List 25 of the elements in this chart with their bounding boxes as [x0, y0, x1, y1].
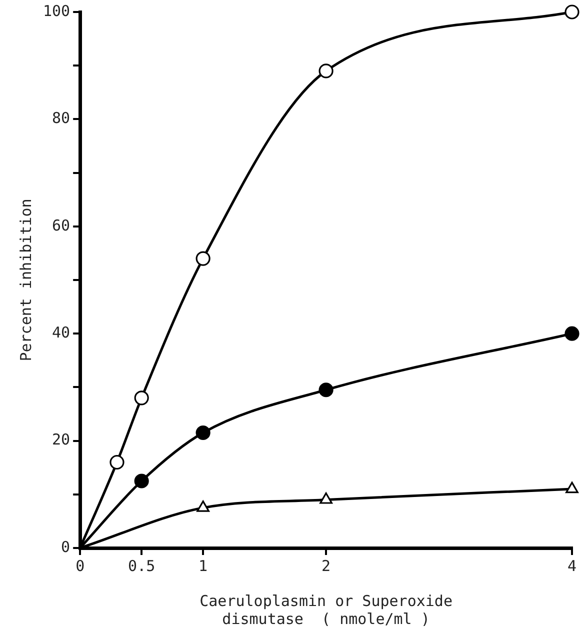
x-tick-label: 0 [76, 556, 85, 575]
x-tick-label: 1 [198, 556, 208, 575]
point [320, 492, 332, 504]
x-tick-label: 0.5 [128, 556, 156, 575]
point [196, 251, 210, 266]
point [110, 454, 124, 470]
point [196, 500, 210, 512]
y-tick-label: 100 [43, 2, 70, 20]
point [134, 390, 149, 406]
point [564, 326, 580, 341]
y-tick-label: 40 [52, 323, 70, 342]
point [564, 4, 580, 20]
y-tick-label: 80 [52, 109, 70, 128]
point [318, 64, 334, 78]
point [134, 474, 149, 488]
x-axis-title: Caeruloplasmin or Superoxide dismutase ( nmole/ml ) [200, 592, 452, 628]
x-tick-label: 4 [567, 556, 577, 575]
y-tick-label: 0 [61, 538, 70, 556]
point [318, 382, 334, 398]
x-tick-label: 2 [322, 556, 331, 575]
y-tick-label: 60 [52, 216, 70, 234]
y-axis-title: Percent inhibition [16, 198, 35, 362]
point [196, 425, 210, 440]
y-tick-label: 20 [52, 430, 70, 449]
point [566, 482, 578, 494]
